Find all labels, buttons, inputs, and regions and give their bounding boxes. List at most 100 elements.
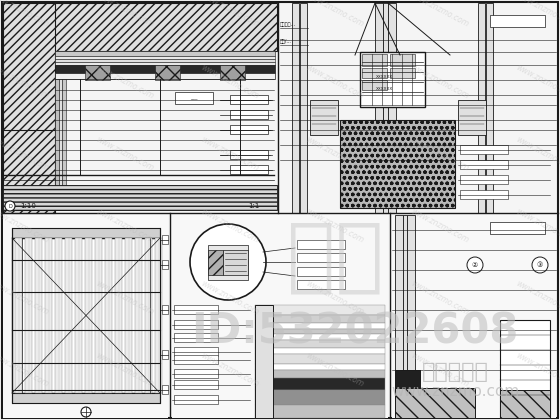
Bar <box>174 355 218 364</box>
Bar <box>208 245 248 280</box>
Bar <box>55 56 275 59</box>
Text: XXXXXX: XXXXXX <box>375 87 393 91</box>
Text: www.znzmo.com: www.znzmo.com <box>409 207 470 245</box>
Text: www.znzmo.com: www.znzmo.com <box>95 351 156 389</box>
Bar <box>3 215 168 418</box>
Bar <box>55 73 275 79</box>
Bar <box>55 59 275 62</box>
Bar <box>340 120 455 208</box>
Text: www.znzmo.com: www.znzmo.com <box>95 207 156 245</box>
Bar <box>85 238 92 393</box>
Text: D: D <box>8 205 12 210</box>
Text: www.znzmo.com: www.znzmo.com <box>0 63 50 101</box>
Text: www.znzmo.com: www.znzmo.com <box>95 63 156 101</box>
Bar <box>95 238 102 393</box>
Text: www.znzmo.com: www.znzmo.com <box>199 63 260 101</box>
Bar <box>230 150 268 159</box>
Text: www.znzmo.com: www.znzmo.com <box>305 279 366 317</box>
Circle shape <box>190 224 266 300</box>
Text: www.znzmo.com: www.znzmo.com <box>0 135 50 173</box>
Bar <box>115 238 122 393</box>
Bar <box>230 165 268 174</box>
Bar <box>162 385 168 394</box>
Text: 知禾: 知禾 <box>287 219 383 297</box>
Bar <box>255 340 385 348</box>
Bar <box>155 65 180 80</box>
Text: www.znzmo.com: www.znzmo.com <box>199 207 260 245</box>
Bar <box>230 125 268 134</box>
Bar <box>390 68 415 78</box>
Bar <box>223 250 248 275</box>
Text: www.znzmo.com: www.znzmo.com <box>515 63 560 101</box>
Bar <box>490 222 545 234</box>
Bar <box>478 3 485 213</box>
Bar <box>500 390 550 418</box>
Bar <box>3 3 55 213</box>
Bar <box>362 80 387 90</box>
Bar <box>162 260 168 269</box>
Bar <box>255 370 385 378</box>
Bar <box>59 79 62 210</box>
Bar <box>407 215 415 418</box>
Bar <box>155 238 162 393</box>
Bar <box>460 190 508 199</box>
Bar <box>310 100 338 135</box>
Bar <box>395 388 475 418</box>
Text: www.znzmo.com: www.znzmo.com <box>515 351 560 389</box>
Text: www.znzmo.com: www.znzmo.com <box>199 279 260 317</box>
Text: ID:532022608: ID:532022608 <box>192 311 519 353</box>
Text: www.znzmo.com: www.znzmo.com <box>199 0 260 29</box>
Text: 1:1: 1:1 <box>248 203 259 209</box>
Bar <box>174 347 218 356</box>
Text: www.znzmo.com: www.znzmo.com <box>95 135 156 173</box>
Bar <box>35 238 42 393</box>
Bar <box>392 215 556 418</box>
Bar <box>255 323 385 329</box>
Bar <box>403 215 407 418</box>
Bar <box>12 238 160 393</box>
Bar <box>297 240 345 249</box>
Bar <box>255 348 385 354</box>
Bar <box>55 238 62 393</box>
Bar <box>55 65 275 73</box>
Bar <box>105 238 112 393</box>
Bar <box>125 238 132 393</box>
Text: www.znzmo.com: www.znzmo.com <box>409 135 470 173</box>
Bar <box>297 253 345 262</box>
Bar <box>383 3 388 213</box>
Text: www.znzmo.com: www.znzmo.com <box>305 0 366 29</box>
Bar <box>292 3 299 213</box>
Bar <box>45 238 52 393</box>
Bar <box>255 334 385 340</box>
Text: www.znzmo.com: www.znzmo.com <box>409 0 470 29</box>
Text: 1:10: 1:10 <box>20 203 36 209</box>
Text: ___: ___ <box>190 95 198 100</box>
Bar <box>162 305 168 314</box>
Bar <box>230 110 268 119</box>
Bar <box>55 62 275 65</box>
Text: www.znzmo.com: www.znzmo.com <box>515 135 560 173</box>
Text: www.znzmo.com: www.znzmo.com <box>199 135 260 173</box>
Bar <box>486 3 493 213</box>
Text: www.znzmo.com: www.znzmo.com <box>0 279 50 317</box>
Bar <box>255 354 385 364</box>
Text: www.znzmo.com: www.znzmo.com <box>0 351 50 389</box>
Bar <box>3 3 277 51</box>
Text: ②: ② <box>472 262 478 268</box>
Circle shape <box>467 257 483 273</box>
Bar <box>12 228 160 238</box>
Bar <box>300 3 307 213</box>
Text: ③: ③ <box>537 262 543 268</box>
Bar <box>172 215 388 418</box>
Bar <box>55 51 275 56</box>
Text: www.znzmo.com: www.znzmo.com <box>409 63 470 101</box>
Bar <box>458 100 486 135</box>
Bar <box>395 370 420 388</box>
Bar <box>255 305 385 315</box>
Bar <box>174 380 218 389</box>
Text: 炉内温控...: 炉内温控... <box>280 22 296 27</box>
Text: www.znzmo.com: www.znzmo.com <box>305 135 366 173</box>
Text: www.znzmo.com: www.znzmo.com <box>409 351 470 389</box>
Bar <box>460 175 508 184</box>
Bar <box>255 405 385 418</box>
